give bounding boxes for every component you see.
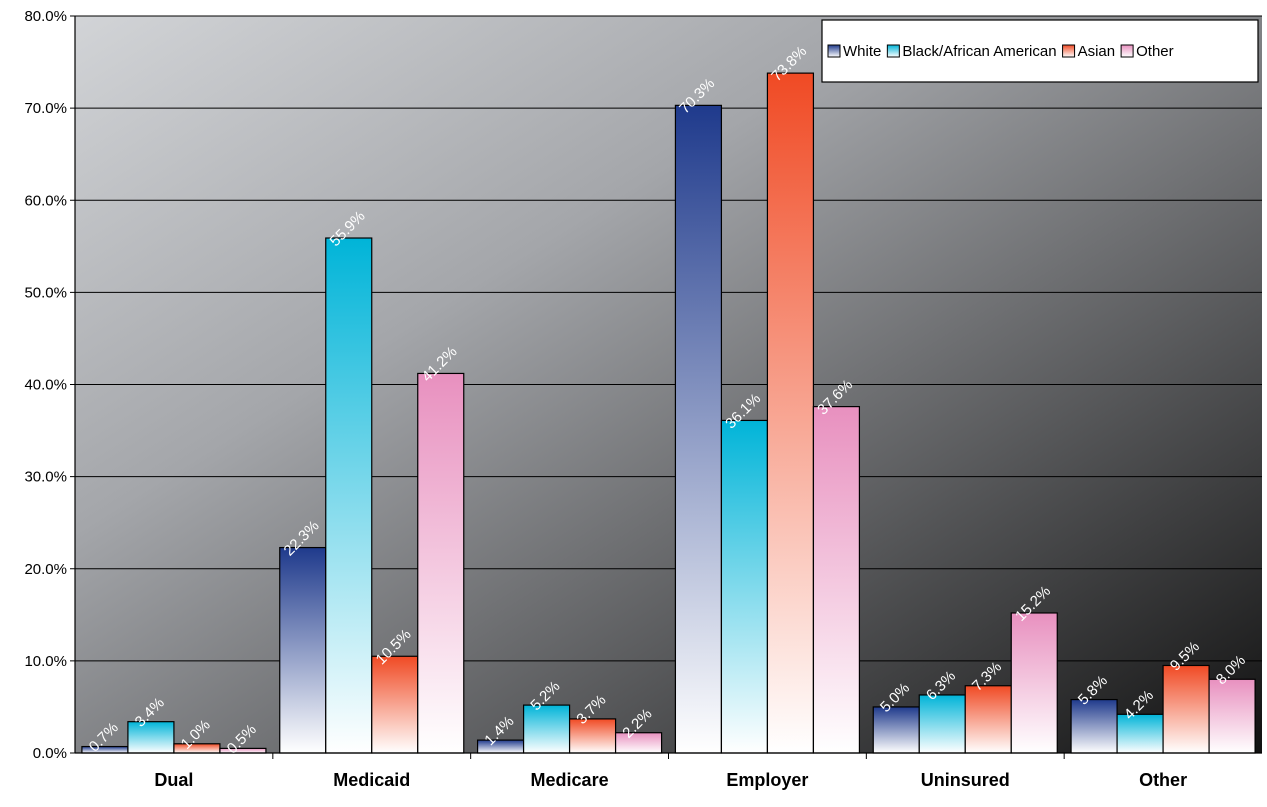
bar-white-employer: [674, 104, 723, 754]
category-label: Dual: [154, 770, 193, 790]
legend-swatch: [1120, 44, 1134, 58]
legend-swatch: [1062, 44, 1076, 58]
category-label: Employer: [726, 770, 808, 790]
bar-black-african-american-uninsured: [918, 694, 966, 754]
bars: [81, 72, 1256, 754]
bar-asian-employer: [766, 72, 815, 754]
y-tick-label: 40.0%: [24, 377, 67, 394]
legend-swatch: [886, 44, 900, 58]
y-tick-label: 50.0%: [24, 284, 67, 301]
legend-label: White: [843, 43, 881, 60]
bar-white-medicare: [476, 739, 525, 754]
bar-other-other: [1208, 678, 1256, 754]
y-tick-label: 80.0%: [24, 8, 67, 25]
bar-asian-uninsured: [964, 685, 1012, 754]
category-label: Medicare: [531, 770, 609, 790]
gridlines: [75, 15, 1262, 662]
bar-white-uninsured: [872, 706, 920, 754]
y-tick-label: 0.0%: [33, 745, 67, 762]
y-tick-label: 20.0%: [24, 561, 67, 578]
bar-black-african-american-other: [1116, 713, 1164, 754]
legend: White Black/African American Asian Other: [821, 19, 1259, 83]
legend-label: Black/African American: [902, 43, 1056, 60]
bar-other-medicaid: [417, 372, 465, 754]
bar-white-medicaid: [279, 546, 327, 754]
category-label: Other: [1139, 770, 1187, 790]
legend-swatch: [827, 44, 841, 58]
y-tick-label: 10.0%: [24, 653, 67, 670]
y-tick-label: 70.0%: [24, 100, 67, 117]
bar-asian-medicare: [568, 718, 617, 754]
y-tick-label: 30.0%: [24, 469, 67, 486]
bar-black-african-american-employer: [720, 419, 769, 754]
category-label: Medicaid: [333, 770, 410, 790]
bar-white-other: [1070, 698, 1118, 754]
bar-other-uninsured: [1010, 612, 1058, 754]
category-label: Uninsured: [921, 770, 1010, 790]
bar-black-african-american-dual: [127, 721, 175, 754]
bar-black-african-american-medicare: [522, 704, 571, 754]
bar-asian-medicaid: [371, 655, 419, 754]
legend-label: Asian: [1078, 43, 1116, 60]
y-tick-label: 60.0%: [24, 192, 67, 209]
bar-other-medicare: [614, 732, 663, 754]
bar-black-african-american-medicaid: [325, 237, 373, 754]
axes: 0.0% 10.0% 20.0% 30.0% 40.0% 50.0% 60.0% 70.0% 8…: [24, 8, 1262, 790]
legend-label: Other: [1136, 43, 1174, 60]
bar-asian-other: [1162, 664, 1210, 754]
bar-other-employer: [812, 406, 861, 754]
